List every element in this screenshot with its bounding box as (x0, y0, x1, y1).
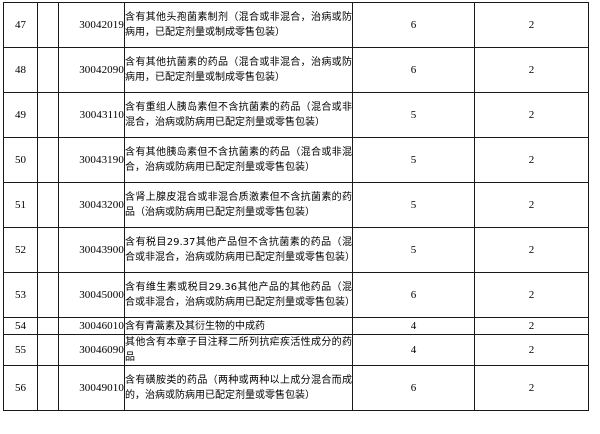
row-description-cell: 含有其他头孢菌素制剂（混合或非混合，治病或防病用，已配定剂量或制成零售包装） (124, 2, 353, 48)
row-blank-cell (37, 227, 59, 273)
table-row: 52 30043900 含有税目29.37其他产品但不含抗菌素的药品（混合或非混合，… (3, 227, 589, 273)
row-code-cell: 30046090 (58, 334, 125, 366)
table-row: 56 30049010 含有磺胺类的药品（两种或两种以上成分混合而成的，治病或防病用… (3, 365, 589, 411)
row-description-cell: 含有青蒿素及其衍生物的中成药 (124, 317, 353, 335)
row-blank-cell (37, 365, 59, 411)
row-index-cell: 50 (3, 137, 38, 183)
row-description-cell-text: 含有维生素或税目29.36其他产品的其他药品（混合或非混合，治病或防病用已配定剂… (125, 282, 355, 308)
row-rate-cell: 6 (352, 2, 475, 48)
row-index-cell: 49 (3, 92, 38, 138)
row-rate-cell: 6 (352, 272, 475, 318)
row-blank-cell (37, 317, 59, 335)
table-row: 51 30043200 含肾上腺皮混合或非混合质激素但不含抗菌素的药品（治病或防病用… (3, 182, 589, 228)
row-unit-cell: 2 (474, 227, 589, 273)
row-rate-cell: 5 (352, 92, 475, 138)
row-description-cell-text: 其他含有本章子目注释二所列抗疟疾活性成分的药品 (125, 337, 352, 363)
row-index-cell: 53 (3, 272, 38, 318)
table-row: 49 30043110 含有重组人胰岛素但不含抗菌素的药品（混合或非混合，治病或防病… (3, 92, 589, 138)
row-description-cell: 含有其他胰岛素但不含抗菌素的药品（混合或非混合，治病或防病用已配定剂量或零售包装… (124, 137, 353, 183)
row-code-cell: 30042090 (58, 47, 125, 93)
row-code-cell: 30042019 (58, 2, 125, 48)
row-unit-cell: 2 (474, 182, 589, 228)
row-description-cell-text: 含有重组人胰岛素但不含抗菌素的药品（混合或非混合，治病或防病用已配定剂量或零售包… (125, 102, 352, 128)
row-rate-cell: 6 (352, 365, 475, 411)
row-blank-cell (37, 334, 59, 366)
row-description-cell-text: 含有税目29.37其他产品但不含抗菌素的药品（混合或非混合，治病或防病用已配定剂… (125, 237, 355, 263)
row-description-cell: 含有维生素或税目29.36其他产品的其他药品（混合或非混合，治病或防病用已配定剂… (124, 272, 355, 318)
row-index-cell: 51 (3, 182, 38, 228)
row-index-cell: 52 (3, 227, 38, 273)
table-row: 54 30046010 含有青蒿素及其衍生物的中成药 4 2 (3, 317, 589, 335)
row-rate-cell: 4 (352, 317, 475, 335)
row-blank-cell (37, 182, 59, 228)
row-blank-cell (37, 92, 59, 138)
row-description-cell: 其他含有本章子目注释二所列抗疟疾活性成分的药品 (124, 334, 353, 366)
row-blank-cell (37, 137, 59, 183)
row-rate-cell: 5 (352, 137, 475, 183)
row-description-cell-text: 含有磺胺类的药品（两种或两种以上成分混合而成的，治病或防病用已配定剂量或零售包装… (125, 375, 352, 401)
tariff-table-body: 47 30042019 含有其他头孢菌素制剂（混合或非混合，治病或防病用，已配定剂量… (3, 2, 589, 411)
row-index-cell: 47 (3, 2, 38, 48)
row-code-cell: 30046010 (58, 317, 125, 335)
row-rate-cell: 4 (352, 334, 475, 366)
row-description-cell: 含有其他抗菌素的药品（混合或非混合，治病或防病用，已配定剂量或制成零售包装） (124, 47, 353, 93)
table-row: 53 30045000 含有维生素或税目29.36其他产品的其他药品（混合或非混合，… (3, 272, 589, 318)
table-row: 50 30043190 含有其他胰岛素但不含抗菌素的药品（混合或非混合，治病或防病用… (3, 137, 589, 183)
row-description-cell: 含有税目29.37其他产品但不含抗菌素的药品（混合或非混合，治病或防病用已配定剂… (124, 227, 355, 273)
row-index-cell: 54 (3, 317, 38, 335)
row-unit-cell: 2 (474, 137, 589, 183)
tariff-table: 47 30042019 含有其他头孢菌素制剂（混合或非混合，治病或防病用，已配定剂量… (3, 2, 589, 411)
row-code-cell: 30045000 (58, 272, 125, 318)
row-rate-cell: 5 (352, 182, 475, 228)
row-description-cell-text: 含有青蒿素及其衍生物的中成药 (125, 320, 265, 332)
row-description-cell-text: 含有其他头孢菌素制剂（混合或非混合，治病或防病用，已配定剂量或制成零售包装） (125, 12, 352, 38)
table-row: 55 30046090 其他含有本章子目注释二所列抗疟疾活性成分的药品 4 2 (3, 334, 589, 366)
row-rate-cell: 6 (352, 47, 475, 93)
row-description-cell-text: 含有其他抗菌素的药品（混合或非混合，治病或防病用，已配定剂量或制成零售包装） (125, 57, 352, 83)
row-unit-cell: 2 (474, 334, 589, 366)
row-unit-cell: 2 (474, 2, 589, 48)
row-unit-cell: 2 (474, 272, 589, 318)
row-unit-cell: 2 (474, 47, 589, 93)
row-code-cell: 30043900 (58, 227, 125, 273)
row-code-cell: 30043200 (58, 182, 125, 228)
row-unit-cell: 2 (474, 317, 589, 335)
row-code-cell: 30049010 (58, 365, 125, 411)
row-description-cell-text: 含肾上腺皮混合或非混合质激素但不含抗菌素的药品（治病或防病用已配定剂量或零售包装… (125, 192, 352, 218)
row-blank-cell (37, 47, 59, 93)
row-description-cell: 含有磺胺类的药品（两种或两种以上成分混合而成的，治病或防病用已配定剂量或零售包装… (124, 365, 353, 411)
row-index-cell: 56 (3, 365, 38, 411)
table-row: 48 30042090 含有其他抗菌素的药品（混合或非混合，治病或防病用，已配定剂量… (3, 47, 589, 93)
row-unit-cell: 2 (474, 365, 589, 411)
row-rate-cell: 5 (352, 227, 475, 273)
row-index-cell: 55 (3, 334, 38, 366)
row-code-cell: 30043110 (58, 92, 125, 138)
row-blank-cell (37, 272, 59, 318)
row-description-cell: 含有重组人胰岛素但不含抗菌素的药品（混合或非混合，治病或防病用已配定剂量或零售包… (124, 92, 353, 138)
row-unit-cell: 2 (474, 92, 589, 138)
row-blank-cell (37, 2, 59, 48)
row-code-cell: 30043190 (58, 137, 125, 183)
row-index-cell: 48 (3, 47, 38, 93)
row-description-cell: 含肾上腺皮混合或非混合质激素但不含抗菌素的药品（治病或防病用已配定剂量或零售包装… (124, 182, 353, 228)
row-description-cell-text: 含有其他胰岛素但不含抗菌素的药品（混合或非混合，治病或防病用已配定剂量或零售包装… (125, 147, 352, 173)
table-row: 47 30042019 含有其他头孢菌素制剂（混合或非混合，治病或防病用，已配定剂量… (3, 2, 589, 48)
